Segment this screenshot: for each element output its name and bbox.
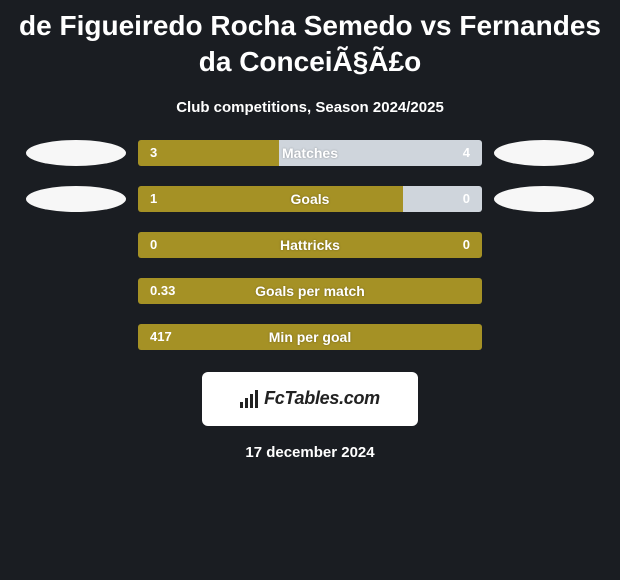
stat-bar-gpm: 0.33Goals per match bbox=[138, 278, 482, 304]
comparison-row-matches: 34Matches bbox=[0, 140, 620, 166]
page-subtitle: Club competitions, Season 2024/2025 bbox=[0, 99, 620, 116]
metric-label: Goals bbox=[138, 186, 482, 212]
left-ellipse bbox=[26, 140, 126, 166]
right-ellipse bbox=[494, 140, 594, 166]
stat-bar-mpg: 417Min per goal bbox=[138, 324, 482, 350]
right-ellipse bbox=[494, 186, 594, 212]
branding-box: FcTables.com bbox=[202, 372, 418, 426]
metric-label: Hattricks bbox=[138, 232, 482, 258]
comparison-rows: 34Matches 10Goals 00Hattricks 0.33Goals per… bbox=[0, 140, 620, 350]
metric-label: Goals per match bbox=[138, 278, 482, 304]
stat-bar-matches: 34Matches bbox=[138, 140, 482, 166]
stat-bar-hattricks: 00Hattricks bbox=[138, 232, 482, 258]
metric-label: Min per goal bbox=[138, 324, 482, 350]
page-title: de Figueiredo Rocha Semedo vs Fernandes … bbox=[0, 0, 620, 81]
comparison-row-mpg: 417Min per goal bbox=[0, 324, 620, 350]
comparison-row-hattricks: 00Hattricks bbox=[0, 232, 620, 258]
right-ellipse bbox=[494, 232, 594, 258]
right-ellipse bbox=[494, 324, 594, 350]
left-ellipse bbox=[26, 232, 126, 258]
comparison-row-goals: 10Goals bbox=[0, 186, 620, 212]
right-ellipse bbox=[494, 278, 594, 304]
branding-text: FcTables.com bbox=[264, 388, 380, 409]
bar-chart-icon bbox=[240, 390, 260, 408]
left-ellipse bbox=[26, 186, 126, 212]
comparison-row-gpm: 0.33Goals per match bbox=[0, 278, 620, 304]
left-ellipse bbox=[26, 278, 126, 304]
metric-label: Matches bbox=[138, 140, 482, 166]
left-ellipse bbox=[26, 324, 126, 350]
footer-date: 17 december 2024 bbox=[0, 444, 620, 461]
stat-bar-goals: 10Goals bbox=[138, 186, 482, 212]
